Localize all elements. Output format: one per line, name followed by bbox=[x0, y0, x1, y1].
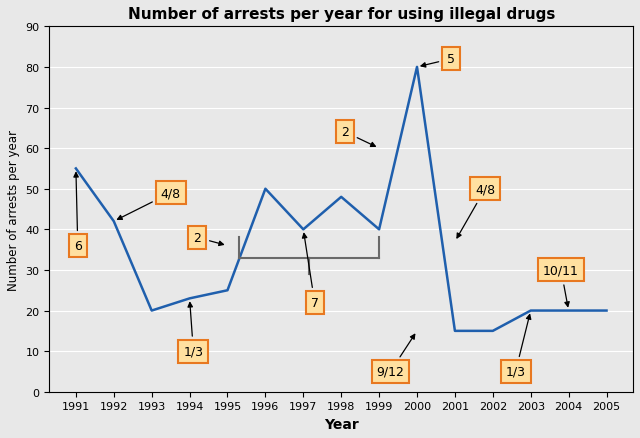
Text: 4/8: 4/8 bbox=[457, 183, 495, 238]
Text: 5: 5 bbox=[421, 53, 455, 68]
Text: 2: 2 bbox=[341, 126, 375, 147]
Text: 10/11: 10/11 bbox=[543, 264, 579, 307]
Text: 9/12: 9/12 bbox=[376, 335, 415, 378]
Y-axis label: Number of arrests per year: Number of arrests per year bbox=[7, 129, 20, 290]
Text: 2: 2 bbox=[193, 231, 223, 246]
Text: 6: 6 bbox=[74, 173, 82, 252]
Text: 1/3: 1/3 bbox=[506, 315, 531, 378]
Text: 7: 7 bbox=[303, 234, 319, 309]
Text: 1/3: 1/3 bbox=[184, 303, 204, 358]
X-axis label: Year: Year bbox=[324, 417, 358, 431]
Title: Number of arrests per year for using illegal drugs: Number of arrests per year for using ill… bbox=[127, 7, 555, 22]
Text: 4/8: 4/8 bbox=[118, 187, 180, 220]
